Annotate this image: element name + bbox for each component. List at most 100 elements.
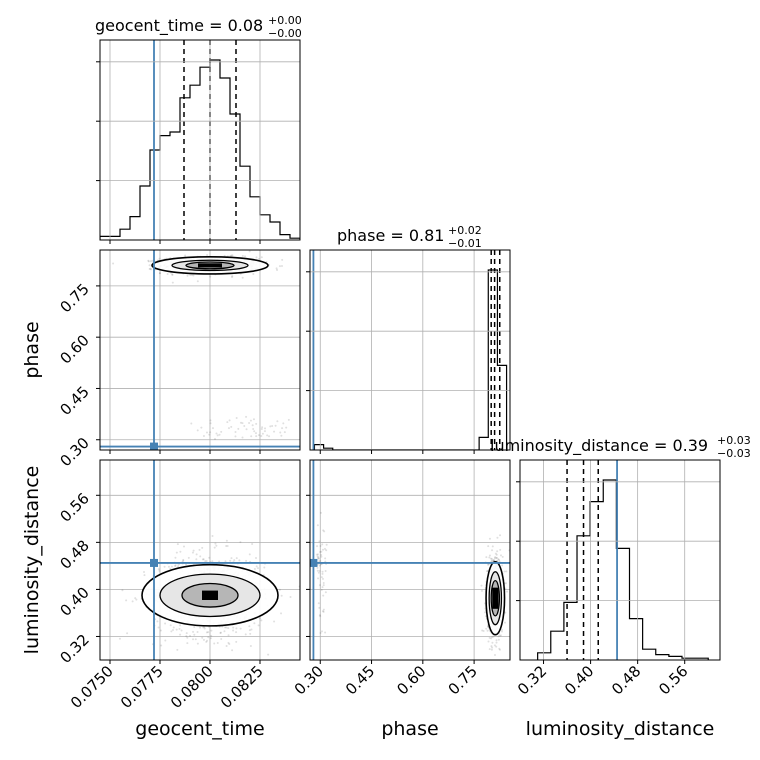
panel-phase-vs-luminosity-point-118 [484,611,487,614]
panel-geocent-vs-luminosity-point-859 [248,629,251,632]
panel-geocent-vs-luminosity-point-713 [245,559,248,562]
panel-geocent-vs-phase-point-87 [147,259,150,262]
panel-phase-vs-luminosity-point-241 [504,582,507,585]
panel-geocent-vs-phase-point-953 [200,426,203,429]
panel-geocent-vs-luminosity-point-286 [201,636,204,639]
panel-geocent-vs-luminosity-point-39 [249,632,252,635]
panel-geocent-vs-phase-point-944 [250,435,253,438]
panel-geocent-vs-luminosity-point-239 [248,553,251,556]
panel-geocent-vs-phase-point-179 [171,281,174,284]
panel-phase-vs-luminosity-point-714 [321,577,324,580]
panel-geocent-vs-phase-point-949 [248,422,251,425]
panel-geocent-vs-phase-point-956 [281,427,284,430]
panel-geocent-vs-luminosity-point-570 [224,626,227,629]
panel-phase-vs-luminosity-point-710 [320,555,323,558]
panel-geocent-vs-luminosity-point-160 [192,638,195,641]
panel-phase-vs-luminosity-point-665 [493,644,496,647]
panel-phase-vs-luminosity-group [310,460,510,660]
panel-geocent-vs-luminosity-point-767 [125,599,128,602]
panel-geocent-vs-phase-point-959 [255,435,258,438]
panel-geocent-vs-luminosity-point-322 [118,637,121,640]
panel-phase-vs-luminosity-point-42 [492,635,495,638]
title-luminosity-distance: luminosity_distance = 0.39 [490,436,708,456]
panel-phase-vs-luminosity-point-326 [488,554,491,557]
panel-geocent-vs-luminosity-point-451 [210,629,213,632]
panel-geocent-vs-luminosity-point-814 [182,558,185,561]
panel-phase-vs-luminosity-point-741 [319,559,322,562]
hist-luminosity_distance-step [537,479,709,660]
panel-geocent-vs-phase-point-958 [271,425,274,428]
panel-geocent-vs-phase-point-634 [148,267,151,270]
panel-geocent-vs-luminosity-point-62 [219,631,222,634]
panel-geocent-vs-phase-point-910 [241,422,244,425]
x-axis-label-luminosity-distance: luminosity_distance [526,718,715,740]
panel-geocent-vs-phase-point-929 [283,431,286,434]
panel-geocent-vs-luminosity-point-111 [191,551,194,554]
panel-phase-vs-luminosity-point-600 [495,645,498,648]
panel-geocent-vs-luminosity-point-374 [263,566,266,569]
panel-phase-vs-luminosity-point-736 [317,577,320,580]
panel-geocent-vs-phase-frame [99,249,301,451]
panel-geocent-vs-luminosity-point-65 [227,627,230,630]
panel-phase-vs-luminosity-point-712 [318,564,321,567]
panel-phase-vs-luminosity-truth-marker [310,558,318,567]
panel-phase-vs-luminosity-point-394 [504,611,507,614]
panel-geocent-vs-luminosity-point-263 [185,635,188,638]
panel-phase-vs-luminosity-point-730 [320,554,323,556]
panel-geocent-vs-luminosity-point-287 [186,636,189,639]
panel-phase-vs-luminosity-point-755 [323,530,326,533]
panel-geocent-vs-luminosity-point-602 [225,544,228,547]
x-tick-label-phase-0: 0.30 [291,662,327,698]
panel-geocent-vs-phase-point-951 [257,434,260,437]
panel-phase-vs-luminosity-point-296 [486,570,489,573]
panel-geocent-vs-luminosity-point-248 [235,627,238,630]
panel-phase-vs-luminosity-point-297 [482,630,485,633]
panel-phase-vs-luminosity-point-749 [320,630,323,633]
panel-geocent-vs-phase-point-955 [239,421,242,424]
panel-phase-vs-luminosity-point-748 [316,569,319,572]
panel-geocent-vs-phase-point-0 [275,267,278,270]
panel-phase-vs-luminosity-point-472 [491,646,494,649]
panel-phase-vs-luminosity-point-609 [492,559,495,562]
panel-geocent-vs-phase-point-924 [260,435,263,438]
hist-phase-group [312,250,508,450]
panel-phase-vs-luminosity-point-88 [505,570,508,573]
panel-geocent-vs-luminosity-point-551 [258,617,261,620]
panel-phase-vs-luminosity-point-619 [498,560,501,563]
panel-geocent-vs-phase-point-845 [231,275,234,278]
panel-geocent-vs-phase-point-639 [278,265,281,268]
panel-geocent-vs-luminosity-point-148 [211,560,214,563]
panel-geocent-vs-phase-point-940 [254,432,257,435]
panel-geocent-vs-luminosity-point-313 [175,628,178,631]
panel-geocent-vs-phase-point-943 [213,437,216,440]
panel-phase-vs-luminosity-point-265 [491,641,494,644]
panel-phase-vs-luminosity-point-743 [320,588,323,591]
panel-geocent-vs-luminosity-point-208 [164,622,167,625]
panel-geocent-vs-luminosity-point-372 [169,567,172,570]
panel-phase-vs-luminosity-point-87 [491,636,494,639]
panel-phase-vs-luminosity-point-716 [321,543,324,546]
panel-geocent-vs-phase-point-952 [211,427,214,430]
panel-geocent-vs-phase-point-922 [196,429,199,432]
panel-phase-vs-luminosity-point-750 [317,571,320,574]
panel-geocent-vs-luminosity-point-547 [225,539,228,542]
panel-geocent-vs-phase-point-347 [255,256,258,259]
panel-geocent-vs-luminosity-point-702 [163,565,166,568]
panel-phase-vs-luminosity-point-629 [490,637,493,640]
panel-geocent-vs-luminosity-point-198 [232,626,235,629]
panel-geocent-vs-phase-point-782 [171,273,174,276]
panel-geocent-vs-phase-point-771 [184,254,187,257]
panel-phase-vs-luminosity-point-739 [316,545,319,548]
panel-geocent-vs-phase-point-689 [241,276,244,279]
panel-geocent-vs-phase-point-921 [253,430,256,433]
panel-phase-vs-luminosity-point-724 [317,557,320,560]
panel-geocent-vs-luminosity-point-777 [176,543,179,546]
panel-phase-vs-luminosity-point-230 [490,648,493,651]
x-tick-label-phase-3: 0.75 [445,662,481,698]
panel-geocent-vs-phase-point-932 [282,422,285,425]
panel-phase-vs-luminosity-point-711 [324,631,327,634]
panel-geocent-vs-phase-point-928 [260,427,263,430]
panel-geocent-vs-luminosity-point-319 [143,574,146,577]
panel-geocent-vs-luminosity-point-715 [189,634,192,637]
panel-phase-vs-luminosity-point-713 [318,560,321,563]
